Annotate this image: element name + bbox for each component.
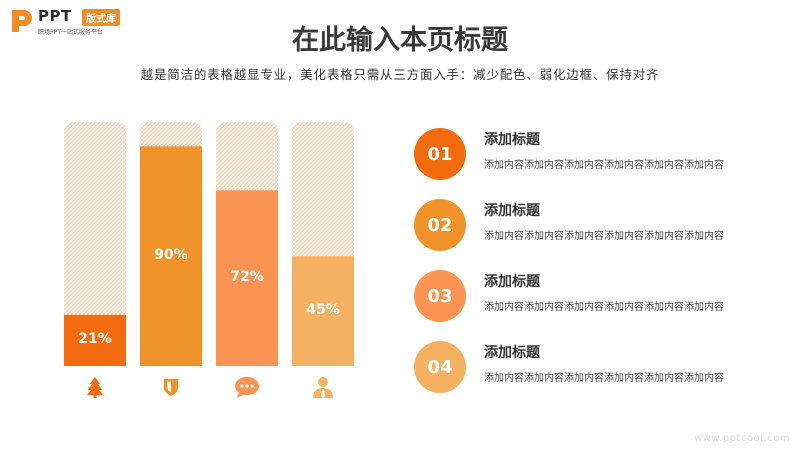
bar-svg-4 (292, 122, 354, 366)
bar-track-4 (292, 122, 354, 366)
bar-svg-2 (140, 122, 202, 366)
item-text: 添加内容添加内容添加内容添加内容添加内容添加内容 (484, 373, 724, 384)
item-title: 添加标题 (484, 132, 540, 148)
tree-icon (64, 374, 126, 400)
item-number-badge: 02 (414, 199, 466, 251)
item-text: 添加内容添加内容添加内容添加内容添加内容添加内容 (484, 302, 724, 313)
logo-badge: 版式库 (82, 9, 120, 26)
item-number-badge: 03 (414, 270, 466, 322)
list-item: 02 添加标题添加内容添加内容添加内容添加内容添加内容添加内容 (414, 199, 774, 253)
bar-chart: 21% 90% 72% 45% (60, 118, 360, 408)
brand-logo: PPT 版式库 职场PPT一站式服务平台 (10, 7, 160, 36)
item-title: 添加标题 (484, 274, 540, 290)
page-subtitle: 越是简洁的表格越显专业，美化表格只需从三方面入手：减少配色、弱化边框、保持对齐 (140, 67, 660, 82)
bar-3 (216, 190, 278, 366)
item-text: 添加内容添加内容添加内容添加内容添加内容添加内容 (484, 231, 724, 242)
bar-track-1 (64, 122, 126, 366)
logo-brand-text: PPT (38, 7, 72, 25)
bar-value-label: 45% (306, 302, 340, 319)
item-title: 添加标题 (484, 203, 540, 219)
logo-mark-icon (12, 10, 32, 32)
bar-track-2 (140, 122, 202, 366)
bar-value-label: 72% (230, 269, 264, 286)
user-tie-icon (292, 374, 354, 400)
bar-track-3 (216, 122, 278, 366)
bar-svg-1 (64, 122, 126, 366)
item-number-badge: 01 (414, 128, 466, 180)
bar-4 (292, 256, 354, 366)
watermark: www.pptcool.com (694, 433, 790, 444)
list-item: 04 添加标题添加内容添加内容添加内容添加内容添加内容添加内容 (414, 341, 774, 395)
shield-icon (140, 374, 202, 400)
item-text: 添加内容添加内容添加内容添加内容添加内容添加内容 (484, 160, 724, 171)
bar-1 (64, 314, 126, 366)
bar-value-label: 21% (78, 331, 112, 348)
list-item: 03 添加标题添加内容添加内容添加内容添加内容添加内容添加内容 (414, 270, 774, 324)
list-item: 01 添加标题添加内容添加内容添加内容添加内容添加内容添加内容 (414, 128, 774, 182)
page-title: 在此输入本页标题 (292, 25, 508, 56)
chat-bubble-icon (216, 374, 278, 400)
logo-tagline: 职场PPT一站式服务平台 (38, 29, 103, 36)
bar-2 (140, 146, 202, 366)
item-number-badge: 04 (414, 341, 466, 393)
item-title: 添加标题 (484, 345, 540, 361)
bar-value-label: 90% (154, 247, 188, 264)
bar-svg-3 (216, 122, 278, 366)
